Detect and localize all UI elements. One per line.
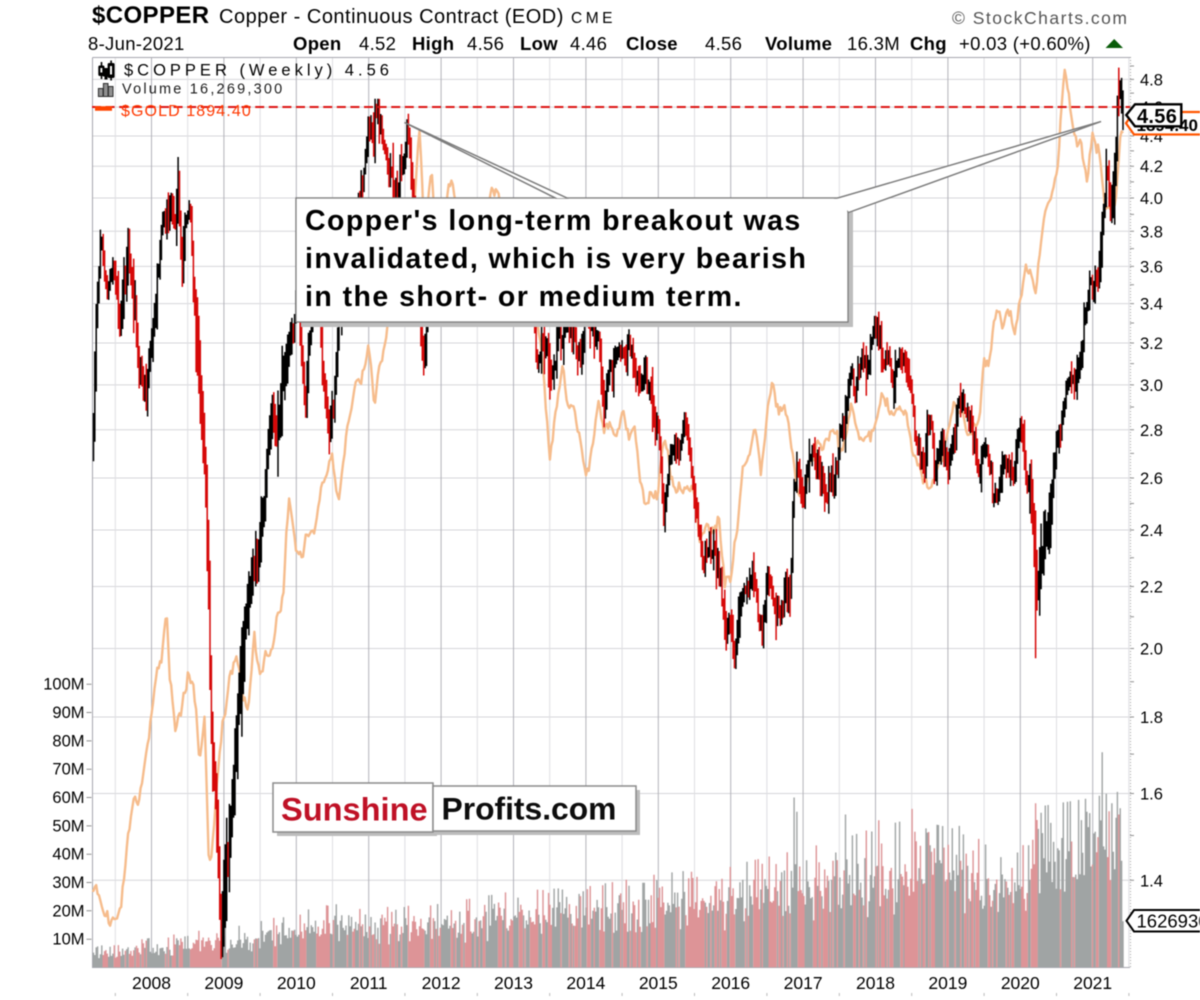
- svg-text:1.6: 1.6: [1140, 786, 1163, 804]
- svg-text:8-Jun-2021: 8-Jun-2021: [88, 33, 185, 54]
- svg-text:50M: 50M: [52, 817, 84, 835]
- svg-text:16.3M: 16.3M: [847, 33, 900, 54]
- svg-text:4.2: 4.2: [1140, 158, 1163, 176]
- svg-text:Close: Close: [626, 33, 678, 54]
- svg-text:1.8: 1.8: [1140, 709, 1163, 727]
- svg-text:invalidated, which is very bea: invalidated, which is very bearish: [305, 243, 807, 275]
- svg-text:40M: 40M: [52, 846, 84, 864]
- svg-text:3.4: 3.4: [1140, 296, 1163, 314]
- svg-text:100M: 100M: [43, 676, 84, 694]
- svg-text:High: High: [412, 33, 454, 54]
- svg-text:$COPPER: $COPPER: [92, 2, 210, 29]
- svg-text:Volume: Volume: [765, 33, 832, 54]
- svg-text:Chg: Chg: [910, 33, 947, 54]
- svg-text:2021: 2021: [1073, 973, 1112, 993]
- svg-text:2017: 2017: [784, 973, 823, 993]
- svg-text:2011: 2011: [350, 973, 388, 993]
- svg-text:70M: 70M: [52, 761, 84, 779]
- svg-text:2013: 2013: [494, 973, 533, 993]
- svg-text:2.8: 2.8: [1140, 422, 1163, 440]
- svg-text:4.52: 4.52: [359, 33, 396, 54]
- svg-text:1.4: 1.4: [1140, 872, 1163, 890]
- svg-text:2.0: 2.0: [1140, 641, 1163, 659]
- svg-text:60M: 60M: [52, 789, 84, 807]
- svg-text:Low: Low: [520, 33, 558, 54]
- svg-text:3.6: 3.6: [1140, 258, 1163, 276]
- svg-text:2019: 2019: [928, 973, 967, 993]
- svg-text:Copper's long-term breakout wa: Copper's long-term breakout was: [305, 205, 802, 237]
- svg-text:16269300: 16269300: [1137, 911, 1200, 932]
- svg-text:in the short- or medium term.: in the short- or medium term.: [305, 281, 743, 313]
- svg-text:4.0: 4.0: [1140, 190, 1163, 208]
- svg-text:4.8: 4.8: [1140, 71, 1163, 89]
- svg-text:10M: 10M: [52, 931, 84, 949]
- svg-text:2020: 2020: [1001, 973, 1040, 993]
- svg-text:2008: 2008: [132, 973, 171, 993]
- svg-text:Open: Open: [293, 33, 341, 54]
- svg-text:2.2: 2.2: [1140, 579, 1163, 597]
- svg-text:80M: 80M: [52, 732, 84, 750]
- svg-text:4.56: 4.56: [705, 33, 742, 54]
- svg-text:2010: 2010: [277, 973, 316, 993]
- svg-text:2016: 2016: [711, 973, 750, 993]
- svg-text:2014: 2014: [566, 973, 605, 993]
- svg-text:4.46: 4.46: [570, 33, 607, 54]
- svg-text:90M: 90M: [52, 704, 84, 722]
- svg-text:Sunshine: Sunshine: [281, 791, 428, 828]
- svg-text:3.0: 3.0: [1140, 377, 1163, 395]
- svg-text:$GOLD 1894.40: $GOLD 1894.40: [121, 103, 252, 120]
- svg-text:CME: CME: [571, 10, 616, 27]
- svg-text:4.56: 4.56: [1137, 106, 1177, 128]
- svg-text:3.2: 3.2: [1140, 335, 1163, 353]
- svg-text:30M: 30M: [52, 874, 84, 892]
- svg-text:2.6: 2.6: [1140, 470, 1163, 488]
- svg-text:2012: 2012: [422, 973, 461, 993]
- svg-text:$COPPER (Weekly) 4.56: $COPPER (Weekly) 4.56: [124, 62, 393, 80]
- svg-text:2018: 2018: [856, 973, 895, 993]
- svg-text:© StockCharts.com: © StockCharts.com: [952, 8, 1129, 28]
- svg-text:Copper - Continuous Contract (: Copper - Continuous Contract (EOD): [219, 6, 564, 28]
- svg-text:Volume 16,269,300: Volume 16,269,300: [122, 82, 284, 98]
- svg-text:+0.03 (+0.60%): +0.03 (+0.60%): [959, 33, 1091, 54]
- svg-text:20M: 20M: [52, 902, 84, 920]
- svg-text:4.56: 4.56: [467, 33, 504, 54]
- svg-text:Profits.com: Profits.com: [442, 791, 617, 827]
- svg-text:3.8: 3.8: [1140, 223, 1163, 241]
- svg-text:2009: 2009: [204, 973, 243, 993]
- svg-text:2.4: 2.4: [1140, 522, 1163, 540]
- svg-text:2015: 2015: [639, 973, 678, 993]
